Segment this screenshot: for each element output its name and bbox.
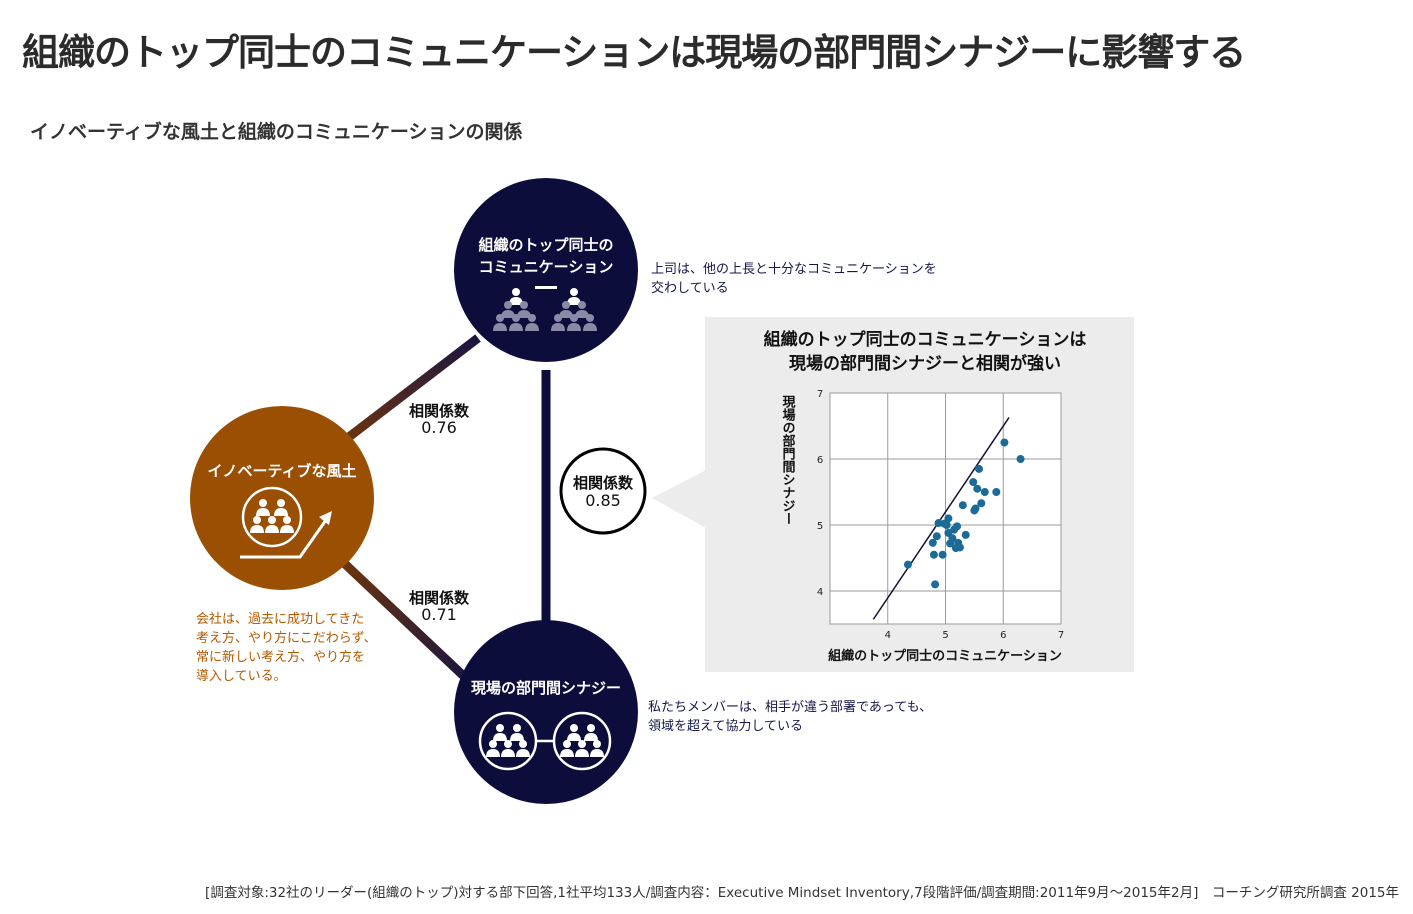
scatter-point [980, 488, 989, 496]
scatter-point [955, 543, 964, 552]
node-bottom-label: 現場の部門間シナジー [471, 679, 621, 697]
scatter-point [969, 478, 978, 487]
scatter-point [931, 580, 940, 589]
x-tick-label: 4 [885, 630, 891, 641]
left-node-description: 会社は、過去に成功してきた 考え方、やり方にこだわらず、 常に新しい考え方、やり… [196, 610, 377, 686]
x-tick-label: 5 [942, 630, 948, 641]
x-tick-label: 6 [1000, 630, 1006, 641]
scatter-point [1016, 455, 1025, 463]
corr-left-bottom-value: 0.71 [421, 605, 457, 624]
scatter-point [929, 550, 938, 559]
node-bottom-synergy: 現場の部門間シナジー [454, 620, 638, 804]
chart-title-line1: 組織のトップ同士のコミュニケーションは [764, 329, 1087, 350]
scatter-point [932, 532, 941, 541]
team-growth-icon [240, 486, 332, 559]
y-tick-label: 5 [817, 521, 823, 532]
x-axis-label: 組織のトップ同士のコミュニケーション [828, 648, 1062, 664]
bottom-node-description: 私たちメンバーは、相手が違う部署であっても、 領域を超えて協力している [648, 698, 932, 736]
y-tick-label: 4 [817, 587, 823, 598]
scatter-point [992, 488, 1001, 496]
scatter-point [958, 501, 967, 510]
left-desc-line: 考え方、やり方にこだわらず、 [196, 631, 377, 646]
scatter-point [903, 560, 912, 569]
source-footnote: [調査対象:32社のリーダー(組織のトップ)対する部下回答,1社平均133人/調… [205, 885, 1399, 901]
trend-line [872, 417, 1010, 620]
node-left-innovative-culture: イノベーティブな風土 [190, 406, 374, 590]
scatter-point [974, 464, 983, 473]
scatter-point [977, 499, 986, 508]
scatter-point [942, 521, 951, 529]
scatter-point [934, 519, 943, 528]
scatter-point [970, 506, 979, 515]
connector-left-bottom [341, 560, 474, 686]
top-desc-line: 交わしている [651, 281, 729, 296]
top-desc-line: 上司は、他の上長と十分なコミュニケーションを [651, 262, 937, 277]
left-desc-line: 導入している。 [196, 669, 287, 684]
collaborating-teams-icon [478, 711, 612, 771]
scatter-point [1000, 438, 1009, 447]
node-top-communication: 組織のトップ同士の コミュニケーション [454, 178, 638, 362]
bottom-desc-line: 私たちメンバーは、相手が違う部署であっても、 [648, 700, 933, 715]
y-tick-label: 7 [817, 389, 823, 400]
corr-left-top-value: 0.76 [421, 418, 457, 437]
two-groups-icon [493, 286, 597, 331]
corr-left-top-label: 相関係数 [409, 402, 470, 420]
scatter-point [938, 550, 947, 559]
y-axis-label: 現場の部門間シナジー [780, 395, 796, 525]
corr-top-bottom-value: 0.85 [585, 491, 621, 510]
y-tick-label: 6 [817, 455, 823, 466]
page-title: 組織のトップ同士のコミュニケーションは現場の部門間シナジーに影響する [22, 31, 1246, 74]
node-left-label: イノベーティブな風土 [207, 462, 356, 480]
scatter-point [928, 538, 937, 547]
page-subtitle: イノベーティブな風土と組織のコミュニケーションの関係 [30, 121, 523, 143]
scatter-chart: 組織のトップ同士のコミュニケーションは 現場の部門間シナジーと相関が強い 4 5 6… [764, 329, 1087, 664]
chart-title-line2: 現場の部門間シナジーと相関が強い [789, 353, 1061, 374]
left-desc-line: 会社は、過去に成功してきた [196, 612, 365, 627]
scatter-point [946, 539, 955, 548]
scatter-point [961, 530, 970, 539]
left-desc-line: 常に新しい考え方、やり方を [196, 650, 366, 665]
scatter-point [973, 484, 982, 493]
top-node-description: 上司は、他の上長と十分なコミュニケーションを 交わしている [651, 260, 937, 298]
x-tick-label: 7 [1058, 630, 1064, 641]
node-top-label-line1: 組織のトップ同士の [478, 236, 613, 254]
corr-left-bottom-label: 相関係数 [409, 589, 470, 607]
node-top-label-line2: コミュニケーション [479, 258, 614, 276]
corr-top-bottom-badge: 相関係数 0.85 [559, 447, 647, 535]
connector-left-top [342, 334, 481, 444]
bottom-desc-line: 領域を超えて協力している [648, 719, 803, 734]
corr-top-bottom-label: 相関係数 [573, 474, 634, 492]
